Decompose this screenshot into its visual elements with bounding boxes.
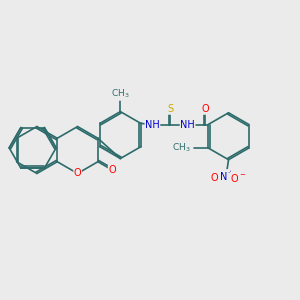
Text: S: S xyxy=(167,104,173,114)
Text: CH$_3$: CH$_3$ xyxy=(111,88,130,100)
Text: O: O xyxy=(211,173,218,183)
Text: O: O xyxy=(74,169,81,178)
Text: CH$_3$: CH$_3$ xyxy=(172,142,191,154)
Text: O: O xyxy=(108,165,116,175)
Text: O$^-$: O$^-$ xyxy=(230,172,246,184)
Text: NH: NH xyxy=(180,119,195,130)
Text: O: O xyxy=(201,104,209,114)
Text: NH: NH xyxy=(145,119,160,130)
Text: N$^+$: N$^+$ xyxy=(219,169,234,183)
